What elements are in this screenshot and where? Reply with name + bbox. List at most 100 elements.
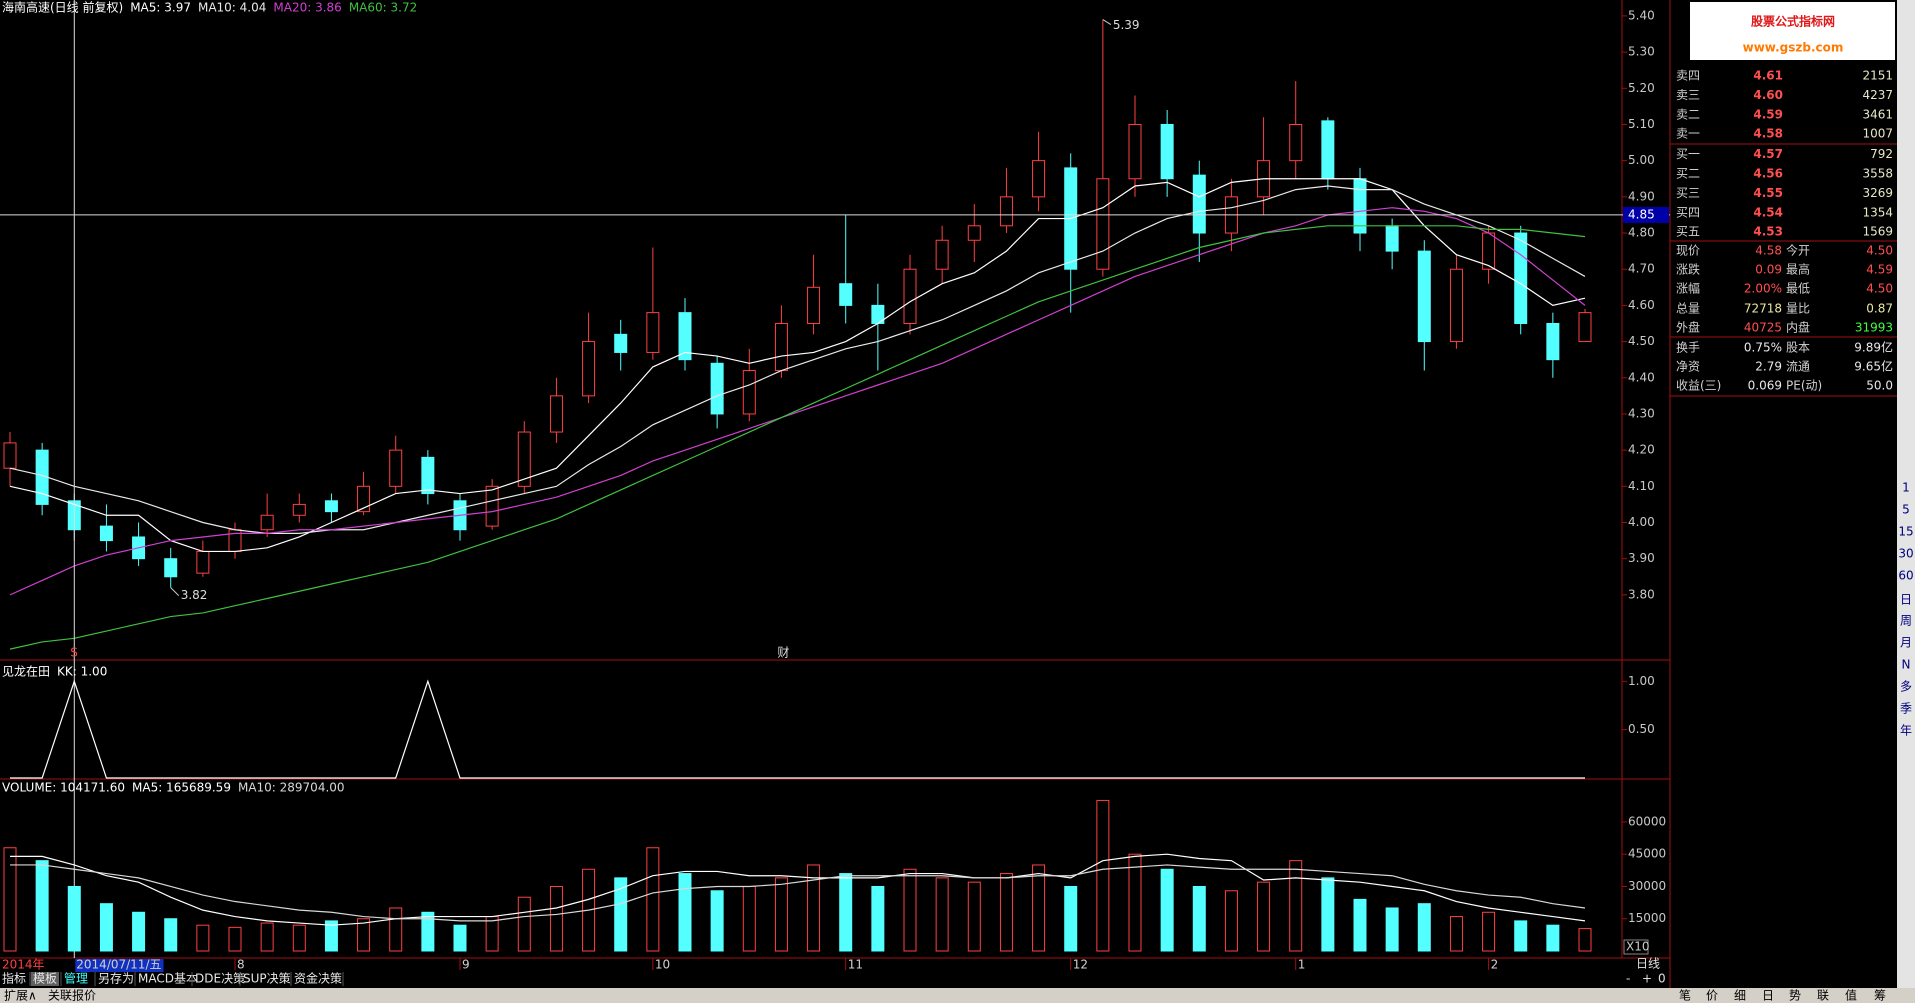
bottom-tab[interactable]: 价	[1706, 989, 1718, 1003]
period-button[interactable]: 30	[1898, 547, 1913, 561]
scale-label: 日线	[1636, 957, 1660, 971]
candle-body	[389, 449, 403, 487]
x-tick-label: 12	[1073, 958, 1088, 972]
period-button[interactable]: 日	[1900, 593, 1912, 607]
stat-value: 4.58	[1755, 244, 1782, 258]
volume-bar	[1353, 898, 1367, 952]
period-button[interactable]: 季	[1900, 702, 1912, 716]
period-button[interactable]: 周	[1900, 614, 1912, 628]
bottom-tab[interactable]: 值	[1845, 988, 1857, 1003]
x-tick-label: 1	[1298, 958, 1306, 972]
period-button[interactable]: N	[1902, 658, 1911, 672]
candle-body	[710, 362, 724, 415]
y-tick-label: 0.50	[1628, 722, 1655, 736]
candle-body	[549, 395, 563, 433]
legend-entry: MA10: 4.04	[198, 1, 266, 15]
book-price: 4.56	[1753, 167, 1783, 181]
candle-body	[99, 525, 113, 542]
period-button[interactable]: 1	[1902, 481, 1910, 495]
period-button[interactable]: 月	[1900, 636, 1912, 650]
book-volume: 2151	[1862, 69, 1893, 83]
stat-label: 总量	[1676, 302, 1700, 316]
y-tick-label: 45000	[1628, 847, 1666, 861]
y-tick-label: 15000	[1628, 911, 1666, 925]
toolbar-button[interactable]: 资金决策	[294, 971, 342, 986]
volume-bar	[742, 885, 756, 952]
candle-body	[999, 196, 1013, 227]
toolbar-button[interactable]: 模板	[33, 972, 57, 986]
bottom-tab[interactable]: 日	[1762, 989, 1774, 1003]
period-button[interactable]: 15	[1898, 525, 1913, 539]
legend-entry: 海南高速(日线 前复权)	[2, 0, 123, 15]
x-tick-label: 2014年	[2, 958, 45, 972]
candle-body	[742, 370, 756, 415]
crosshair-label-box	[1623, 206, 1669, 223]
y-tick-label: 5.30	[1628, 45, 1655, 59]
zoom-button[interactable]: +	[1642, 972, 1652, 986]
bottom-tab[interactable]: 笔	[1679, 988, 1691, 1003]
volume-bar	[1257, 881, 1271, 952]
unit-label: X10	[1626, 940, 1650, 954]
stat-value: 4.50	[1866, 244, 1893, 258]
toolbar-button[interactable]: 另存为	[98, 972, 134, 986]
bottom-tab[interactable]: 联	[1817, 989, 1829, 1003]
period-button[interactable]: 60	[1898, 569, 1913, 583]
bottom-tab[interactable]: 筹	[1874, 989, 1886, 1003]
period-button[interactable]: 年	[1900, 724, 1912, 738]
y-tick-label: 4.90	[1628, 189, 1655, 203]
legend-entry: MA10: 289704.00	[238, 781, 345, 795]
zoom-button[interactable]: -	[1626, 972, 1630, 986]
y-tick-label: 30000	[1628, 879, 1666, 893]
stat-label: 涨跌	[1676, 262, 1700, 277]
status-button[interactable]: 扩展∧	[4, 989, 37, 1003]
candle-body	[582, 341, 596, 397]
book-price: 4.53	[1753, 225, 1783, 239]
bottom-tab[interactable]: 细	[1734, 989, 1746, 1003]
leader-line	[1102, 19, 1112, 25]
volume-bar	[1546, 924, 1560, 952]
status-button[interactable]: 关联报价	[48, 988, 96, 1003]
book-volume: 1354	[1862, 205, 1893, 219]
ma-line	[9, 207, 1586, 596]
y-tick-label: 1.00	[1628, 674, 1655, 688]
candle-body	[1096, 178, 1110, 270]
volume-bar	[517, 896, 531, 952]
period-button[interactable]: 5	[1902, 503, 1910, 517]
volume-bar	[260, 922, 274, 952]
candle-body	[164, 558, 178, 578]
volume-bar	[1224, 890, 1238, 952]
stat-value: 2.79	[1755, 360, 1782, 374]
candle-body	[1192, 174, 1206, 234]
book-price: 4.57	[1753, 147, 1783, 161]
book-volume: 3558	[1862, 167, 1893, 181]
book-price: 4.61	[1753, 69, 1783, 83]
toolbar-button[interactable]: 指标	[2, 971, 26, 986]
toolbar-button[interactable]: SUP决策	[243, 972, 291, 986]
volume-bar	[99, 903, 113, 952]
y-tick-label: 4.30	[1628, 406, 1655, 420]
x-tick-label: 2	[1491, 958, 1499, 972]
toolbar-button[interactable]: MACD基本	[138, 972, 198, 986]
stat-value: 4.59	[1866, 263, 1893, 277]
book-volume: 3269	[1862, 186, 1893, 200]
volume-bar	[1385, 907, 1399, 952]
zoom-button[interactable]: 0	[1658, 972, 1666, 986]
bottom-tab[interactable]: 势	[1789, 989, 1801, 1003]
volume-bar	[1128, 853, 1142, 952]
toolbar-button[interactable]: 管理	[64, 971, 88, 986]
candle-body	[357, 485, 371, 513]
candle-body	[485, 485, 499, 527]
watermark-title: 股票公式指标网	[1751, 14, 1835, 29]
period-button[interactable]: 多	[1900, 680, 1912, 694]
book-price: 4.58	[1753, 127, 1783, 141]
stat-value: 72718	[1744, 302, 1782, 316]
volume-bar	[132, 911, 146, 952]
toolbar-button[interactable]: DDE决策	[195, 972, 245, 986]
volume-bar	[35, 860, 49, 952]
legend-entry: VOLUME: 104171.60	[2, 781, 125, 795]
x-tick-label: 11	[848, 958, 863, 972]
book-label: 买五	[1676, 225, 1700, 239]
book-label: 买二	[1676, 167, 1700, 181]
event-marker: S	[70, 646, 78, 660]
